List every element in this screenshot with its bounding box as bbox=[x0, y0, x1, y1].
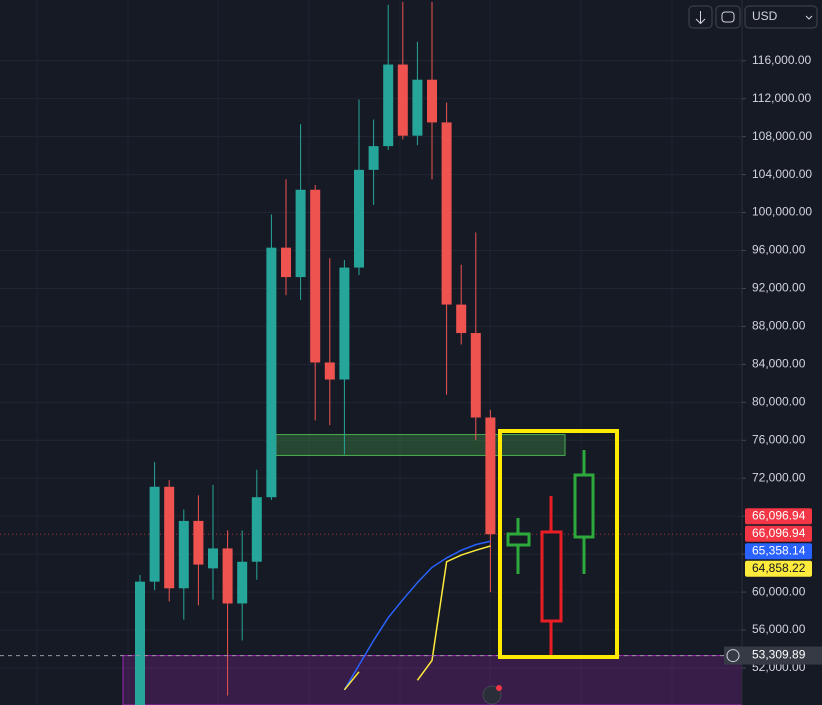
candle-body bbox=[383, 64, 394, 147]
reset-icon bbox=[721, 11, 735, 23]
candle-body bbox=[149, 486, 160, 582]
y-tick-label: 84,000.00 bbox=[752, 357, 806, 371]
arrow-icon bbox=[695, 11, 706, 25]
candle-body bbox=[441, 122, 452, 305]
sketch-body bbox=[573, 473, 595, 539]
crosshair-tag bbox=[724, 646, 822, 665]
moving-average bbox=[343, 540, 491, 691]
price-tag-label: 64,858.22 bbox=[752, 561, 806, 575]
sketch-body bbox=[506, 532, 531, 547]
y-tick-label: 92,000.00 bbox=[752, 281, 806, 295]
price-tag bbox=[745, 560, 812, 577]
y-tick-label: 112,000.00 bbox=[752, 91, 811, 105]
candle-body bbox=[208, 548, 218, 569]
candle-body bbox=[193, 520, 204, 565]
y-tick-label: 104,000.00 bbox=[752, 167, 812, 181]
price-tag-label: 66,096.94 bbox=[752, 526, 806, 540]
sketch-body bbox=[540, 530, 563, 623]
y-tick-label: 108,000.00 bbox=[752, 129, 812, 143]
y-tick-label: 56,000.00 bbox=[752, 622, 806, 636]
candle-body bbox=[368, 146, 379, 170]
zone bbox=[275, 434, 566, 456]
chevron bbox=[805, 15, 813, 20]
candle-body bbox=[266, 247, 277, 498]
candle-body bbox=[456, 304, 467, 334]
candle-body bbox=[470, 333, 481, 418]
axis-labels: 52,000.0056,000.0060,000.0064,000.0068,0… bbox=[724, 53, 822, 674]
candle-body bbox=[354, 169, 364, 268]
grid bbox=[0, 0, 742, 705]
candle-body bbox=[281, 247, 291, 278]
y-tick-label: 72,000.00 bbox=[752, 470, 806, 484]
drawing bbox=[482, 429, 619, 705]
candle-body bbox=[295, 189, 306, 278]
currency: USD bbox=[752, 9, 778, 23]
currency-select[interactable] bbox=[744, 5, 818, 29]
candle-body bbox=[251, 497, 262, 562]
price-axis bbox=[742, 0, 822, 705]
y-tick-label: 100,000.00 bbox=[752, 205, 812, 219]
price-tag bbox=[745, 525, 812, 542]
alert-icon[interactable] bbox=[482, 685, 502, 705]
crosshair-label: 53,309.89 bbox=[752, 648, 806, 662]
candle-body bbox=[164, 486, 175, 589]
add-button[interactable] bbox=[726, 649, 740, 663]
y-tick-label: 96,000.00 bbox=[752, 243, 806, 257]
candle-body bbox=[339, 267, 350, 380]
candle-body bbox=[397, 64, 408, 136]
candle-body bbox=[222, 548, 233, 604]
y-tick-label: 76,000.00 bbox=[752, 432, 806, 446]
price-tag bbox=[745, 508, 812, 525]
y-tick-label: 80,000.00 bbox=[752, 394, 806, 408]
candle-body bbox=[485, 417, 496, 535]
alert-dot bbox=[496, 685, 502, 691]
y-tick-label: 60,000.00 bbox=[752, 584, 806, 598]
price-tag-label: 66,096.94 bbox=[752, 508, 806, 522]
y-tick-label: 88,000.00 bbox=[752, 319, 806, 333]
price-tag bbox=[745, 543, 812, 560]
toolbar: USD bbox=[688, 5, 818, 29]
reset-button[interactable] bbox=[715, 5, 741, 29]
zone bbox=[122, 655, 742, 705]
moving-average bbox=[343, 545, 491, 691]
candle-body bbox=[237, 561, 248, 604]
price-tag-label: 65,358.14 bbox=[752, 543, 806, 557]
plot-area bbox=[0, 1, 742, 705]
candle-body bbox=[178, 520, 189, 589]
candle-body bbox=[324, 362, 335, 380]
candle-body bbox=[412, 79, 423, 136]
y-tick-label: 116,000.00 bbox=[752, 53, 811, 67]
candle-body bbox=[427, 79, 437, 123]
candle-body bbox=[310, 189, 321, 363]
highlight-box bbox=[498, 429, 619, 659]
candle-body bbox=[135, 581, 145, 705]
